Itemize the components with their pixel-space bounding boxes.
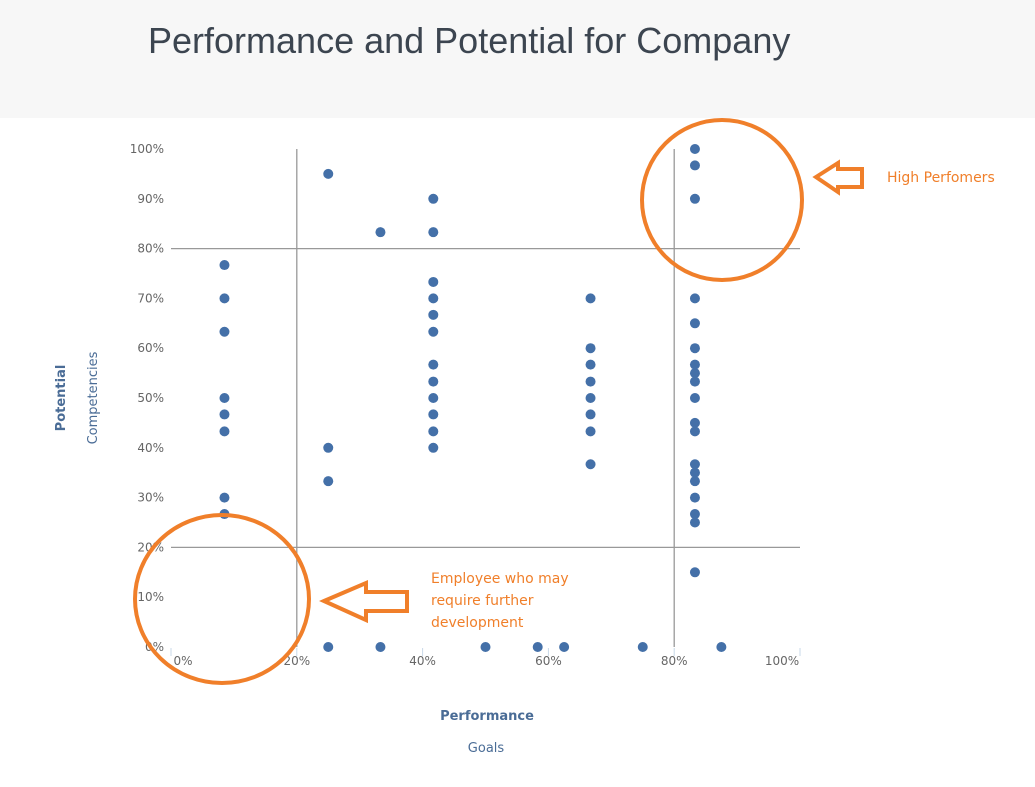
data-point[interactable] xyxy=(428,309,439,320)
data-point[interactable] xyxy=(689,509,700,520)
data-point[interactable] xyxy=(219,293,230,304)
data-point[interactable] xyxy=(428,442,439,453)
data-point[interactable] xyxy=(559,642,570,652)
data-point[interactable] xyxy=(375,227,386,238)
y-tick-label: 80% xyxy=(137,242,164,256)
data-point[interactable] xyxy=(428,193,439,204)
data-point[interactable] xyxy=(689,293,700,304)
data-point[interactable] xyxy=(689,567,700,578)
data-point[interactable] xyxy=(689,160,700,171)
data-point[interactable] xyxy=(689,517,700,528)
y-tick-label: 30% xyxy=(137,491,164,505)
data-point[interactable] xyxy=(689,318,700,329)
data-point[interactable] xyxy=(585,393,596,403)
y-tick-label: 10% xyxy=(137,590,164,604)
data-point[interactable] xyxy=(480,642,491,652)
y-tick-label: 100% xyxy=(130,142,164,156)
x-tick-label: 80% xyxy=(661,654,688,668)
high-performers-highlight-circle xyxy=(640,118,804,282)
data-point[interactable] xyxy=(585,459,596,470)
data-point[interactable] xyxy=(689,426,700,437)
development-label-line-3: development xyxy=(431,615,524,631)
header-bar: Performance and Potential for Company xyxy=(0,0,1035,118)
y-tick-label: 40% xyxy=(137,441,164,455)
data-point[interactable] xyxy=(428,393,439,403)
development-highlight-circle xyxy=(133,513,311,685)
y-tick-label: 70% xyxy=(137,291,164,305)
y-tick-label: 90% xyxy=(137,192,164,206)
data-point[interactable] xyxy=(689,368,700,379)
data-point[interactable] xyxy=(716,642,727,652)
data-point[interactable] xyxy=(219,260,230,271)
data-point[interactable] xyxy=(532,642,543,652)
data-point[interactable] xyxy=(585,426,596,437)
data-point[interactable] xyxy=(428,376,439,387)
development-arrow-icon xyxy=(319,579,409,624)
development-label-line-2: require further xyxy=(431,593,534,609)
data-point[interactable] xyxy=(219,409,230,420)
data-point[interactable] xyxy=(689,343,700,354)
data-point[interactable] xyxy=(689,459,700,470)
data-point[interactable] xyxy=(428,359,439,370)
data-point[interactable] xyxy=(585,409,596,420)
data-point[interactable] xyxy=(323,442,334,453)
y-tick-label: 60% xyxy=(137,341,164,355)
data-point[interactable] xyxy=(375,642,386,652)
data-point[interactable] xyxy=(689,393,700,403)
x-axis-subtitle: Goals xyxy=(468,741,505,756)
x-tick-label: 40% xyxy=(409,654,436,668)
data-point[interactable] xyxy=(689,359,700,370)
x-tick-label: 100% xyxy=(765,654,799,668)
data-point[interactable] xyxy=(219,492,230,503)
data-point[interactable] xyxy=(689,492,700,503)
data-point[interactable] xyxy=(323,476,334,487)
data-point[interactable] xyxy=(689,417,700,428)
x-axis-ticks: 0% 20% 40% 60% 80% 100% xyxy=(170,648,801,668)
data-point[interactable] xyxy=(219,326,230,337)
data-point[interactable] xyxy=(428,276,439,287)
data-point[interactable] xyxy=(585,376,596,387)
high-performers-label: High Perfomers xyxy=(887,170,995,186)
data-point[interactable] xyxy=(428,326,439,337)
quadrant-reference-lines xyxy=(171,149,800,647)
y-axis-title: Potential xyxy=(54,365,69,432)
data-point[interactable] xyxy=(428,293,439,304)
data-point[interactable] xyxy=(637,642,648,652)
data-point[interactable] xyxy=(585,293,596,304)
y-tick-label: 50% xyxy=(137,391,164,405)
development-label-line-1: Employee who may xyxy=(431,571,569,587)
x-tick-label: 60% xyxy=(535,654,562,668)
development-label: Employee who may require further develop… xyxy=(431,568,569,634)
page-title: Performance and Potential for Company xyxy=(148,20,791,61)
data-point[interactable] xyxy=(323,642,334,652)
high-performers-arrow-icon xyxy=(812,159,864,196)
data-point[interactable] xyxy=(689,144,700,154)
data-point[interactable] xyxy=(323,168,334,179)
data-point[interactable] xyxy=(689,376,700,387)
data-point[interactable] xyxy=(428,227,439,238)
data-point[interactable] xyxy=(219,426,230,437)
data-points xyxy=(219,144,727,652)
data-point[interactable] xyxy=(689,476,700,487)
x-tick-label: 0% xyxy=(173,654,192,668)
data-point[interactable] xyxy=(428,409,439,420)
data-point[interactable] xyxy=(428,426,439,437)
x-tick-label: 20% xyxy=(283,654,310,668)
x-axis-title: Performance xyxy=(440,709,534,724)
data-point[interactable] xyxy=(689,467,700,478)
data-point[interactable] xyxy=(219,393,230,403)
data-point[interactable] xyxy=(585,359,596,370)
data-point[interactable] xyxy=(585,343,596,354)
y-axis-ticks: 0%10%20%30%40%50%60%70%80%90%100% xyxy=(130,142,164,654)
y-axis-subtitle: Competencies xyxy=(86,351,101,444)
data-point[interactable] xyxy=(689,193,700,204)
